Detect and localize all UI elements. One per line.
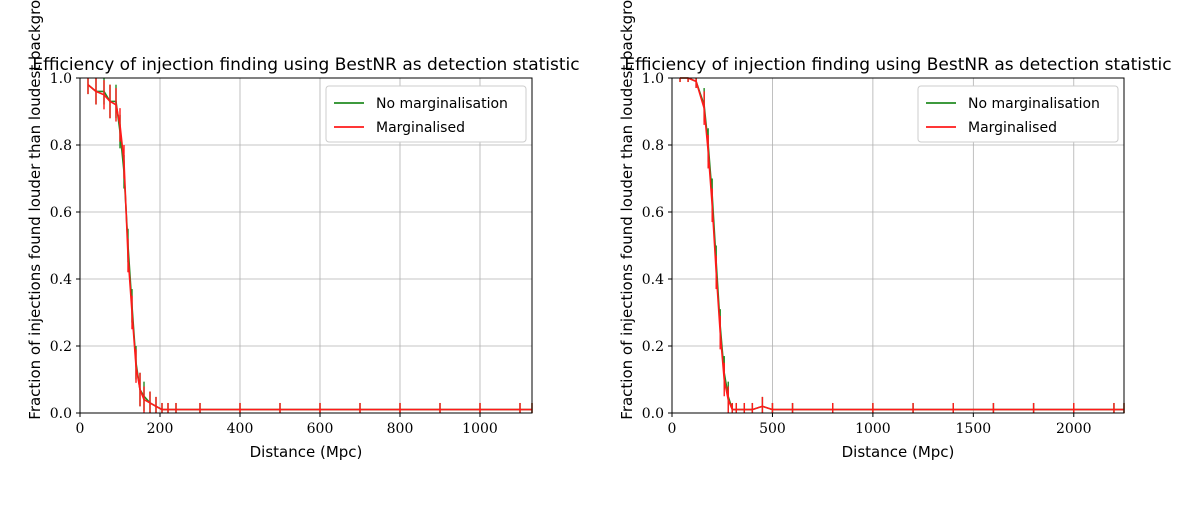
legend-label: Marginalised — [376, 120, 465, 136]
legend: No marginalisation Marginalised — [917, 85, 1119, 143]
axes-frame — [671, 77, 1125, 414]
y-tick-label: 0.0 — [50, 406, 72, 422]
y-tick-label: 1.0 — [642, 71, 664, 87]
chart-title: Efficiency of injection finding using Be… — [32, 55, 579, 75]
x-axis-label: Distance (Mpc) — [842, 443, 955, 461]
series-line-marginalised — [680, 77, 1124, 411]
chart-title: Efficiency of injection finding using Be… — [624, 55, 1171, 75]
y-tick-label: 0.2 — [50, 339, 72, 355]
legend-box — [325, 85, 527, 143]
y-tick-label: 0.6 — [50, 205, 72, 221]
legend-label: No marginalisation — [376, 96, 508, 112]
x-tick-label: 0 — [76, 421, 85, 437]
x-tick-label: 400 — [227, 421, 254, 437]
y-axis-label: Fraction of injections found louder than… — [26, 0, 44, 420]
legend-label: No marginalisation — [968, 96, 1100, 112]
x-tick-label: 600 — [307, 421, 334, 437]
y-tick-label: 0.4 — [50, 272, 72, 288]
x-tick-label: 2000 — [1056, 421, 1092, 437]
y-tick-label: 0.8 — [642, 138, 664, 154]
x-tick-label: 800 — [387, 421, 414, 437]
x-tick-label: 500 — [759, 421, 786, 437]
x-tick-label: 1500 — [956, 421, 992, 437]
axes-frame — [79, 77, 533, 414]
legend-box — [917, 85, 1119, 143]
chart-svg: 0 200 400 600 800 1000 0.0 0.2 0.4 0.6 0.8 1.0 Dista… — [26, 0, 580, 461]
y-tick-label: 1.0 — [50, 71, 72, 87]
legend-label: Marginalised — [968, 120, 1057, 136]
y-tick-label: 0.8 — [50, 138, 72, 154]
efficiency-chart-right: 0 500 1000 1500 2000 0.0 0.2 0.4 0.6 0.8 1.0 Distan… — [592, 0, 1192, 506]
efficiency-chart-left: 0 200 400 600 800 1000 0.0 0.2 0.4 0.6 0.8 1.0 Dista… — [26, 0, 580, 461]
y-axis-label: Fraction of injections found louder than… — [618, 0, 636, 420]
x-tick-label: 1000 — [462, 421, 498, 437]
x-axis-label: Distance (Mpc) — [250, 443, 363, 461]
x-tick-label: 0 — [668, 421, 677, 437]
y-tick-label: 0.4 — [642, 272, 664, 288]
legend: No marginalisation Marginalised — [325, 85, 527, 143]
x-tick-label: 1000 — [855, 421, 891, 437]
y-tick-label: 0.0 — [642, 406, 664, 422]
x-tick-label: 200 — [147, 421, 174, 437]
chart-svg: 0 500 1000 1500 2000 0.0 0.2 0.4 0.6 0.8 1.0 Distan… — [618, 0, 1172, 461]
y-tick-label: 0.6 — [642, 205, 664, 221]
y-tick-label: 0.2 — [642, 339, 664, 355]
